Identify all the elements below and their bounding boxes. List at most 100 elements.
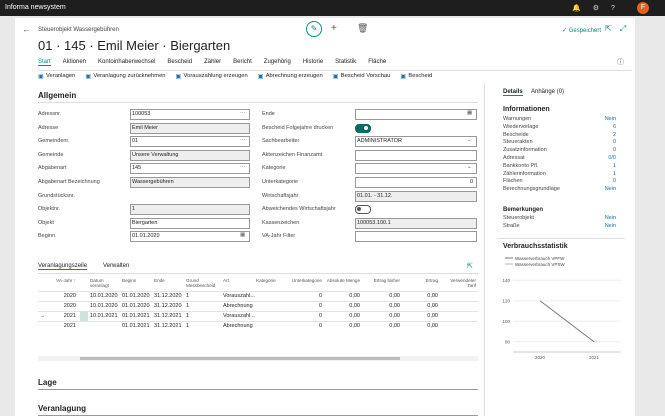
cell: 0,00: [349, 323, 360, 329]
menu-item[interactable]: Historie: [302, 59, 324, 65]
field-value: Unsere Verwaltung: [132, 151, 179, 158]
info-label: Adressat: [503, 155, 525, 161]
column-header: Art: [223, 278, 229, 283]
column-header: Beginn: [122, 278, 137, 283]
y-tick-label: 100: [502, 319, 510, 324]
info-value[interactable]: 0/0: [608, 155, 616, 161]
section-title[interactable]: Veranlagung: [38, 404, 87, 413]
info-value[interactable]: 1: [612, 170, 616, 177]
menu-more[interactable]: ⓘ: [617, 59, 624, 66]
top-icons[interactable]: 🔔⚙?: [572, 5, 627, 12]
menu-item[interactable]: Aktionen: [62, 59, 87, 65]
field-value: 100053.100.1: [357, 219, 391, 226]
info-value[interactable]: Nein: [604, 186, 616, 193]
edit-button[interactable]: ✎: [306, 21, 322, 37]
menu-item[interactable]: Statistik: [335, 59, 357, 65]
subpage-tab[interactable]: Verwalten: [103, 263, 130, 269]
section-rule: [38, 102, 478, 103]
field-label: Abweichendes Wirtschaftsjahr: [262, 206, 336, 213]
subpage-rule: [38, 273, 478, 274]
field-icon[interactable]: ···: [240, 137, 246, 144]
new-button[interactable]: +: [331, 23, 337, 34]
action-button[interactable]: Vorauszahlung erzeugen: [183, 73, 248, 79]
input-field[interactable]: [355, 231, 477, 243]
cell: 1: [186, 303, 190, 309]
field-icon[interactable]: ▦: [240, 232, 246, 239]
input-field[interactable]: [355, 109, 477, 120]
window-icons[interactable]: ⇱⤢: [605, 24, 635, 33]
legend-label: Wasserverbrauch VPSW: [515, 262, 565, 267]
user-avatar[interactable]: F: [637, 2, 649, 14]
row-rule: [38, 311, 478, 312]
menu-item[interactable]: Fläche: [368, 59, 387, 65]
input-field[interactable]: [130, 217, 250, 229]
cell: Vorauszahl...: [223, 313, 255, 319]
menu-item[interactable]: Zugehörig: [263, 59, 291, 65]
input-field[interactable]: [130, 231, 250, 243]
menu-item[interactable]: Bescheid: [167, 59, 193, 65]
back-button[interactable]: ←: [22, 24, 31, 34]
menu-item[interactable]: Start: [38, 59, 51, 66]
info-value[interactable]: 6: [612, 123, 616, 130]
input-field[interactable]: [355, 149, 477, 161]
action-button[interactable]: Veranlagen: [46, 73, 76, 79]
cell: 31.12.2020: [154, 293, 182, 299]
section-title[interactable]: Lage: [38, 378, 57, 387]
factbox-tab[interactable]: Details: [503, 89, 523, 96]
cell: 31.12.2020: [154, 303, 182, 309]
menu-item[interactable]: Kontoinhaberwechsel: [98, 59, 156, 65]
input-field[interactable]: [130, 109, 250, 120]
field-icon[interactable]: ···: [240, 164, 246, 171]
scroll-thumb[interactable]: [80, 357, 400, 360]
info-value[interactable]: 0: [612, 139, 616, 146]
field-value: 1: [132, 206, 136, 213]
toggle[interactable]: [355, 205, 371, 215]
action-button[interactable]: Bescheid: [408, 73, 433, 79]
info-value[interactable]: Nein: [604, 116, 616, 122]
field-icon[interactable]: ⌄: [467, 137, 472, 144]
info-value[interactable]: 0: [612, 147, 616, 154]
input-field: [130, 204, 250, 216]
expand-icon[interactable]: ⇱: [467, 263, 473, 270]
cell: 0,00: [349, 293, 360, 299]
field-icon[interactable]: ▦: [467, 110, 473, 116]
cell: 0,00: [389, 313, 400, 319]
x-tick-label: 2021: [589, 355, 600, 360]
input-field[interactable]: [355, 136, 477, 148]
input-field[interactable]: [355, 177, 477, 188]
delete-button[interactable]: 🗑: [357, 23, 369, 33]
column-header: Grund Messbescheid: [186, 278, 216, 288]
info-value[interactable]: 1: [612, 162, 616, 169]
field-icon[interactable]: ⌄: [467, 164, 472, 171]
action-button[interactable]: Bescheid Vorschau: [340, 73, 391, 79]
menu-divider: [38, 70, 632, 71]
info-value[interactable]: 2: [612, 131, 616, 138]
field-label: Wirtschaftsjahr: [262, 192, 299, 199]
y-tick-label: 140: [502, 278, 510, 283]
cell: 0,00: [389, 293, 400, 299]
action-button[interactable]: Abrechnung erzeugen: [265, 73, 323, 79]
info-value[interactable]: Nein: [604, 215, 616, 221]
toggle-knob: [364, 125, 368, 130]
subpage-tab[interactable]: Veranlagungszeile: [38, 263, 88, 270]
info-value[interactable]: 0: [612, 178, 616, 185]
field-label: Bescheid Folgejahre drucken: [262, 124, 334, 131]
toggle[interactable]: [355, 123, 371, 133]
field-value: Biergarten: [132, 219, 158, 226]
cell: 0,00: [349, 303, 360, 309]
input-field[interactable]: [355, 163, 477, 175]
info-label: Wiedervorlage: [503, 123, 539, 130]
input-field[interactable]: [130, 163, 250, 175]
info-value[interactable]: Nein: [604, 222, 616, 229]
menu-item[interactable]: Zähler: [204, 59, 222, 65]
factbox-tab[interactable]: Anhänge (0): [531, 89, 565, 95]
field-label: Unterkategorie: [262, 179, 299, 185]
field-label: Kassenzeichen: [262, 219, 300, 226]
chart-title: Verbrauchsstatistik: [503, 243, 568, 250]
menu-item[interactable]: Bericht: [233, 59, 252, 65]
field-icon[interactable]: ···: [240, 110, 246, 116]
app-name: Informa newsystem: [5, 4, 66, 11]
input-field[interactable]: [130, 136, 250, 148]
action-button[interactable]: Veranlagung zurücknehmen: [93, 73, 166, 79]
